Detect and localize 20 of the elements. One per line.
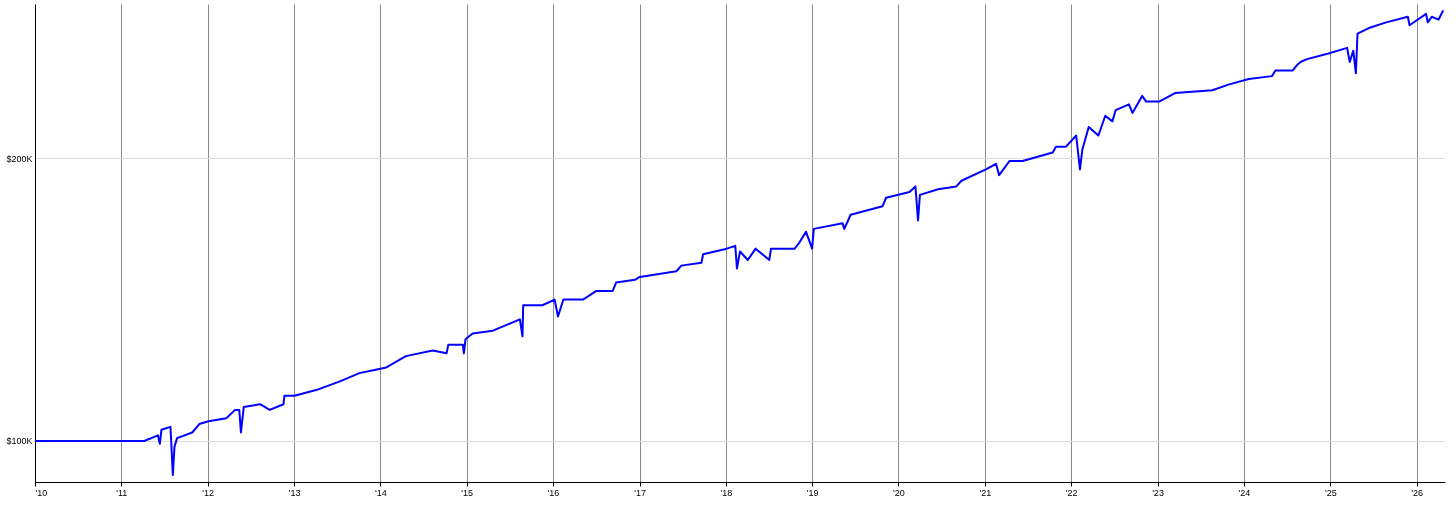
x-tick-label: '21: [979, 487, 992, 498]
x-tick-label: '13: [288, 487, 301, 498]
x-tick-label: '22: [1065, 487, 1078, 498]
line-series: [34, 10, 1444, 476]
x-tick-label: '23: [1152, 487, 1164, 498]
y-tick-label: $200K: [6, 153, 33, 164]
x-tick-label: '25: [1324, 487, 1337, 498]
x-tick-label: '18: [720, 487, 733, 498]
x-tick-label: '17: [634, 487, 646, 498]
x-tick-label: '15: [461, 487, 474, 498]
x-tick-label: '12: [202, 487, 214, 498]
x-tick-label: '11: [116, 487, 128, 498]
x-tick-label: '10: [35, 487, 48, 498]
x-tick-label: '24: [1238, 487, 1251, 498]
x-tick-label: '19: [806, 487, 819, 498]
x-tick-label: '14: [375, 487, 387, 498]
y-tick-label: $100K: [6, 436, 33, 447]
x-tick-label: '26: [1411, 487, 1423, 498]
x-tick-label: '16: [547, 487, 560, 498]
x-tick-label: '20: [893, 487, 905, 498]
